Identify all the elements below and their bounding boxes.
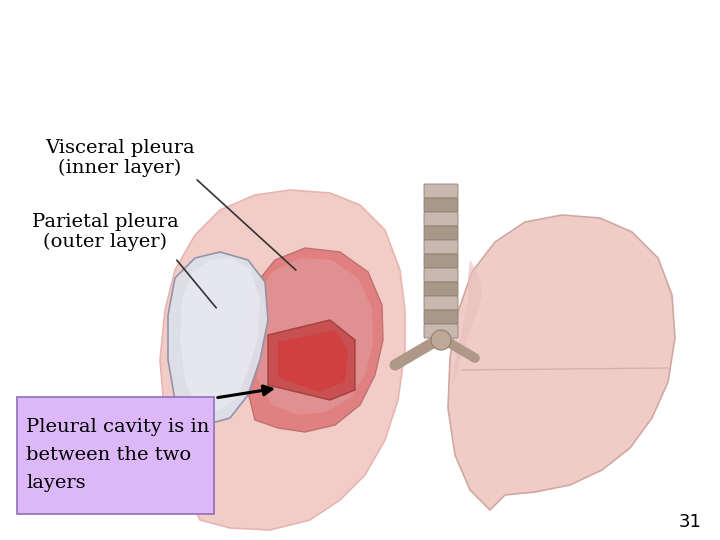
Polygon shape	[452, 260, 482, 385]
Text: Pleural cavity is in: Pleural cavity is in	[26, 418, 210, 436]
FancyBboxPatch shape	[424, 310, 458, 324]
FancyBboxPatch shape	[424, 282, 458, 296]
Text: 31: 31	[678, 513, 701, 531]
FancyBboxPatch shape	[424, 324, 458, 338]
Polygon shape	[168, 252, 268, 425]
Text: layers: layers	[26, 474, 86, 492]
Text: (outer layer): (outer layer)	[43, 233, 167, 251]
Text: between the two: between the two	[26, 446, 191, 464]
FancyBboxPatch shape	[424, 184, 458, 198]
Polygon shape	[268, 320, 355, 400]
FancyBboxPatch shape	[424, 268, 458, 282]
Polygon shape	[160, 190, 405, 530]
Text: Visceral pleura: Visceral pleura	[45, 139, 195, 157]
Polygon shape	[278, 330, 348, 392]
FancyBboxPatch shape	[424, 226, 458, 240]
Polygon shape	[252, 258, 373, 415]
FancyBboxPatch shape	[424, 198, 458, 212]
Text: Parietal pleura: Parietal pleura	[32, 213, 179, 231]
Polygon shape	[448, 215, 675, 510]
FancyBboxPatch shape	[424, 296, 458, 310]
Polygon shape	[245, 248, 383, 432]
FancyBboxPatch shape	[424, 240, 458, 254]
FancyBboxPatch shape	[424, 212, 458, 226]
Circle shape	[431, 330, 451, 350]
Polygon shape	[180, 258, 260, 412]
FancyBboxPatch shape	[17, 397, 214, 514]
FancyBboxPatch shape	[424, 254, 458, 268]
Text: (inner layer): (inner layer)	[58, 159, 181, 177]
